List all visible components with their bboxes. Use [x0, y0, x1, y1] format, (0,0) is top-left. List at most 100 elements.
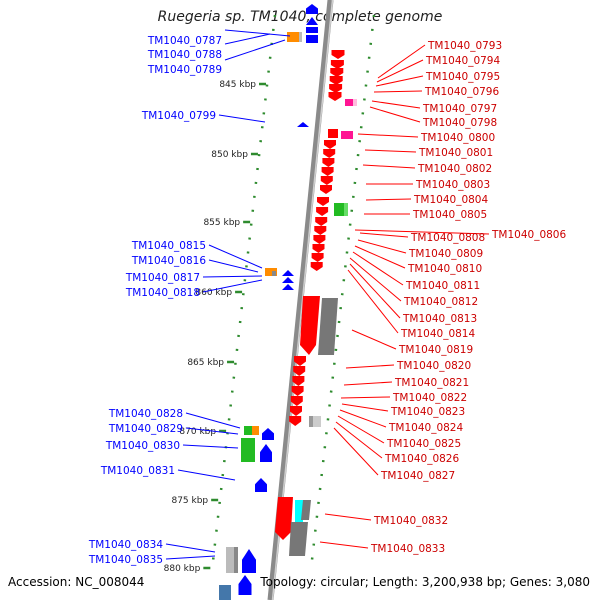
gene-feature-reverse	[320, 185, 332, 194]
gene-label-right: TM1040_0803	[415, 179, 490, 191]
gene-leader-line	[182, 444, 239, 449]
kbp-label: 845 kbp	[219, 80, 256, 90]
kbp-label: 880 kbp	[164, 564, 201, 574]
gene-leader-line	[218, 114, 266, 123]
gene-label-right: TM1040_0805	[412, 209, 487, 221]
gene-label-left: TM1040_0818	[125, 287, 200, 299]
accession-label: Accession: NC_008044	[8, 575, 145, 589]
gene-feature-grey	[299, 32, 302, 42]
gene-feature-reverse	[314, 226, 327, 235]
gene-label-right: TM1040_0833	[370, 543, 445, 555]
gene-leader-line	[202, 279, 263, 293]
gene-feature-reverse	[323, 149, 336, 158]
gene-feature-reverse	[329, 84, 343, 93]
gene-feature-reverse	[292, 376, 305, 386]
gene-feature-grey	[318, 298, 338, 355]
gene-label-left: TM1040_0828	[108, 408, 183, 420]
kbp-label: 870 kbp	[179, 427, 216, 437]
gene-label-left: TM1040_0830	[105, 440, 180, 452]
gene-feature-reverse	[293, 366, 306, 376]
gene-leader-line	[343, 381, 393, 386]
gene-leader-line	[354, 245, 406, 269]
kbp-label: 850 kbp	[211, 150, 248, 160]
gene-leader-line	[341, 403, 389, 412]
gene-feature-forward	[297, 122, 309, 127]
gene-leader-line	[349, 257, 402, 302]
gene-label-left: TM1040_0829	[108, 423, 183, 435]
gene-label-left: TM1040_0788	[147, 49, 222, 61]
gene-label-left: TM1040_0834	[88, 539, 163, 551]
gene-feature-grey	[272, 271, 276, 276]
gene-leader-line	[337, 415, 385, 444]
gene-feature-grey	[289, 522, 308, 556]
gene-label-right: TM1040_0797	[422, 103, 497, 115]
gene-label-right: TM1040_0804	[413, 194, 488, 206]
gene-feature-cyan	[295, 500, 303, 522]
gene-leader-line	[365, 198, 412, 201]
gene-leader-line	[352, 251, 404, 286]
gene-feature-grey	[234, 547, 238, 573]
gene-feature-forward	[306, 27, 318, 33]
gene-leader-line	[224, 33, 271, 45]
gene-label-right: TM1040_0814	[400, 328, 475, 340]
gene-feature-reverse	[289, 416, 302, 426]
gene-feature-green	[344, 203, 348, 216]
gene-leader-line	[324, 513, 372, 521]
gene-leader-line	[377, 44, 426, 79]
gene-leader-line	[185, 412, 241, 429]
gene-label-left: TM1040_0835	[88, 554, 163, 566]
gene-feature-orange	[287, 32, 301, 42]
gene-feature-orange	[265, 268, 277, 276]
gene-label-right: TM1040_0825	[386, 438, 461, 450]
gene-feature-forward	[255, 478, 267, 492]
gene-feature-reverse	[324, 140, 336, 149]
gene-feature-reverse	[321, 167, 334, 176]
gene-leader-line	[185, 427, 239, 435]
gene-leader-line	[359, 232, 409, 238]
gene-label-right: TM1040_0793	[427, 40, 502, 52]
gene-feature-magenta	[345, 99, 357, 106]
gene-feature-reverse	[275, 497, 293, 540]
kbp-label: 865 kbp	[187, 358, 224, 368]
gene-feature-reverse	[317, 197, 329, 206]
gene-feature-forward	[262, 428, 274, 440]
gene-label-left: TM1040_0789	[147, 64, 222, 76]
gene-feature-green	[241, 438, 255, 462]
gene-feature-reverse	[316, 207, 329, 216]
gene-label-left: TM1040_0799	[141, 110, 216, 122]
gene-feature-forward	[282, 270, 294, 276]
gene-label-right: TM1040_0801	[418, 147, 493, 159]
gene-leader-line	[347, 269, 399, 334]
gene-label-right: TM1040_0798	[422, 117, 497, 129]
gene-label-right: TM1040_0826	[384, 453, 459, 465]
map-title: Ruegeria sp. TM1040, complete genome	[157, 9, 443, 25]
gene-label-right: TM1040_0794	[425, 55, 500, 67]
gene-label-right: TM1040_0809	[408, 248, 483, 260]
gene-label-right: TM1040_0832	[373, 515, 448, 527]
gene-leader-line	[165, 543, 216, 553]
gene-leader-line	[371, 100, 421, 109]
gene-feature-forward	[242, 549, 256, 573]
gene-label-left: TM1040_0815	[131, 240, 206, 252]
gene-feature-forward	[282, 284, 294, 290]
gene-label-right: TM1040_0795	[425, 71, 500, 83]
gene-label-left: TM1040_0816	[131, 255, 206, 267]
gene-feature-reverse	[291, 386, 304, 396]
gene-leader-line	[319, 541, 369, 549]
gene-leader-line	[375, 75, 424, 87]
gene-feature-forward	[306, 35, 318, 43]
gene-label-right: TM1040_0822	[392, 392, 467, 404]
gene-feature-reverse	[331, 50, 345, 59]
gene-feature-reverse	[313, 235, 326, 244]
gene-feature-reverse	[330, 60, 344, 69]
gene-leader-line	[165, 555, 216, 560]
gene-label-left: TM1040_0817	[125, 272, 200, 284]
gene-label-right: TM1040_0813	[402, 313, 477, 325]
gene-leader-line	[357, 133, 419, 138]
gene-leader-line	[349, 263, 401, 319]
genome-info-label: Topology: circular; Length: 3,200,938 bp…	[260, 575, 590, 589]
kbp-label: 860 kbp	[195, 288, 232, 298]
gene-label-right: TM1040_0796	[424, 86, 499, 98]
gene-leader-line	[208, 259, 259, 273]
gene-label-right: TM1040_0806	[491, 229, 566, 241]
